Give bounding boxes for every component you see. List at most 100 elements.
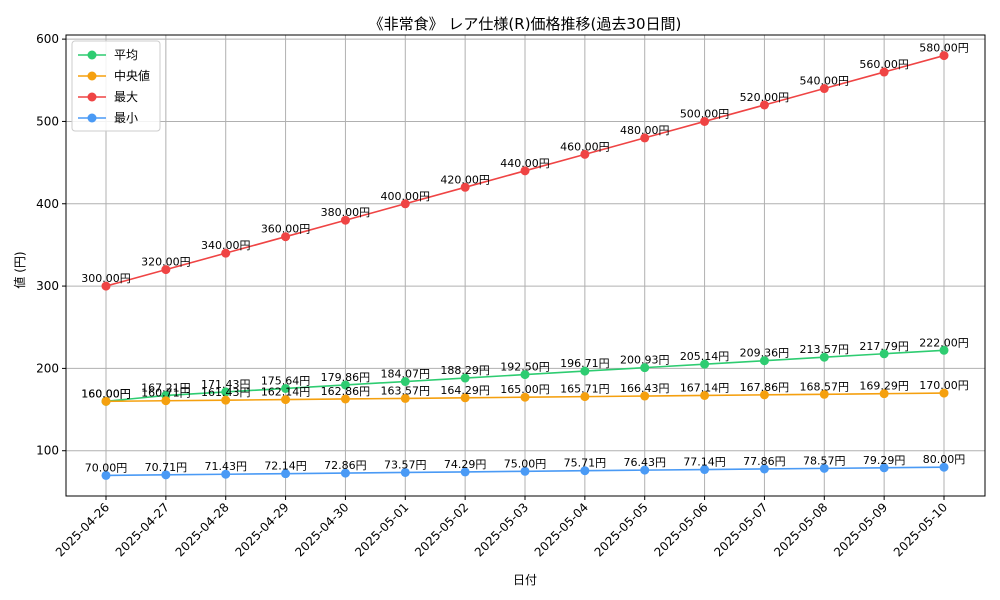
data-point [460, 393, 470, 403]
data-label: 540.00円 [800, 75, 850, 88]
data-point [640, 391, 650, 401]
data-point [700, 390, 710, 400]
x-tick-label: 2025-05-07 [711, 500, 770, 559]
y-tick-label: 300 [36, 279, 59, 293]
data-point [400, 377, 410, 387]
legend-label: 中央値 [114, 68, 150, 83]
data-label: 175.64円 [261, 374, 311, 387]
data-label: 79.29円 [863, 454, 906, 467]
data-point [819, 463, 829, 473]
data-point [340, 215, 350, 225]
y-tick-label: 100 [36, 444, 59, 458]
legend-marker [87, 71, 97, 81]
data-label: 222.00円 [919, 336, 969, 349]
data-point [640, 133, 650, 143]
data-point [819, 84, 829, 94]
data-label: 179.86円 [321, 371, 371, 384]
data-label: 300.00円 [81, 272, 131, 285]
y-tick-label: 400 [36, 197, 59, 211]
data-label: 400.00円 [381, 190, 431, 203]
data-point [580, 392, 590, 402]
data-label: 166.43円 [620, 382, 670, 395]
data-point [161, 396, 171, 406]
x-tick-label: 2025-05-02 [412, 500, 471, 559]
data-label: 75.71円 [564, 457, 607, 470]
legend-marker [87, 92, 97, 102]
data-point [580, 366, 590, 376]
x-tick-label: 2025-05-01 [352, 500, 411, 559]
data-label: 167.21円 [141, 381, 191, 394]
data-label: 165.71円 [560, 383, 610, 396]
data-point [759, 464, 769, 474]
data-label: 160.00円 [81, 387, 131, 400]
data-label: 440.00円 [500, 157, 550, 170]
data-point [221, 387, 231, 397]
data-label: 170.00円 [919, 379, 969, 392]
data-point [580, 149, 590, 159]
data-point [400, 467, 410, 477]
data-point [879, 389, 889, 399]
data-label: 80.00円 [923, 453, 966, 466]
data-point [640, 465, 650, 475]
data-point [161, 470, 171, 480]
data-point [101, 470, 111, 480]
data-label: 162.86円 [321, 385, 371, 398]
legend-label: 最小 [114, 111, 138, 125]
data-point [161, 265, 171, 275]
data-point [101, 281, 111, 291]
data-label: 420.00円 [440, 173, 490, 186]
y-axis-label: 値 (円) [12, 251, 27, 288]
data-point [700, 465, 710, 475]
data-label: 70.71円 [145, 461, 188, 474]
data-point [281, 395, 291, 405]
data-label: 340.00円 [201, 239, 251, 252]
x-tick-label: 2025-04-26 [53, 500, 112, 559]
data-label: 184.07円 [381, 368, 431, 381]
data-point [520, 466, 530, 476]
data-point [879, 349, 889, 359]
data-label: 77.14円 [683, 456, 726, 469]
legend-marker [87, 50, 97, 60]
data-point [939, 462, 949, 472]
data-point [759, 100, 769, 110]
data-label: 320.00円 [141, 256, 191, 269]
data-label: 480.00円 [620, 124, 670, 137]
x-tick-label: 2025-05-08 [771, 500, 830, 559]
data-point [580, 466, 590, 476]
data-label: 217.79円 [859, 340, 909, 353]
series-group [101, 51, 949, 480]
data-label: 161.43円 [201, 386, 251, 399]
data-point [819, 389, 829, 399]
data-label: 160.71円 [141, 387, 191, 400]
data-point [340, 380, 350, 390]
data-point [400, 393, 410, 403]
y-tick-label: 200 [36, 361, 59, 375]
data-point [221, 395, 231, 405]
data-label: 171.43円 [201, 378, 251, 391]
chart-title: 《非常食》 レア仕様(R)価格推移(過去30日間) [369, 15, 682, 33]
data-point [879, 67, 889, 77]
data-point [340, 394, 350, 404]
data-label: 75.00円 [504, 457, 547, 470]
data-label: 560.00円 [859, 58, 909, 71]
data-label: 380.00円 [321, 206, 371, 219]
data-label: 72.14円 [264, 460, 307, 473]
x-tick-label: 2025-05-10 [891, 500, 950, 559]
data-point [460, 182, 470, 192]
data-point [759, 390, 769, 400]
x-tick-label: 2025-04-28 [173, 500, 232, 559]
data-label: 162.14円 [261, 386, 311, 399]
data-label: 200.93円 [620, 354, 670, 367]
legend-marker [87, 113, 97, 123]
data-point [759, 356, 769, 366]
x-tick-label: 2025-04-27 [113, 500, 172, 559]
x-tick-label: 2025-05-09 [831, 500, 890, 559]
data-point [700, 359, 710, 369]
data-point [520, 370, 530, 380]
data-point [101, 396, 111, 406]
grid [66, 35, 985, 496]
data-point [400, 199, 410, 209]
data-label: 165.00円 [500, 383, 550, 396]
data-label: 460.00円 [560, 140, 610, 153]
